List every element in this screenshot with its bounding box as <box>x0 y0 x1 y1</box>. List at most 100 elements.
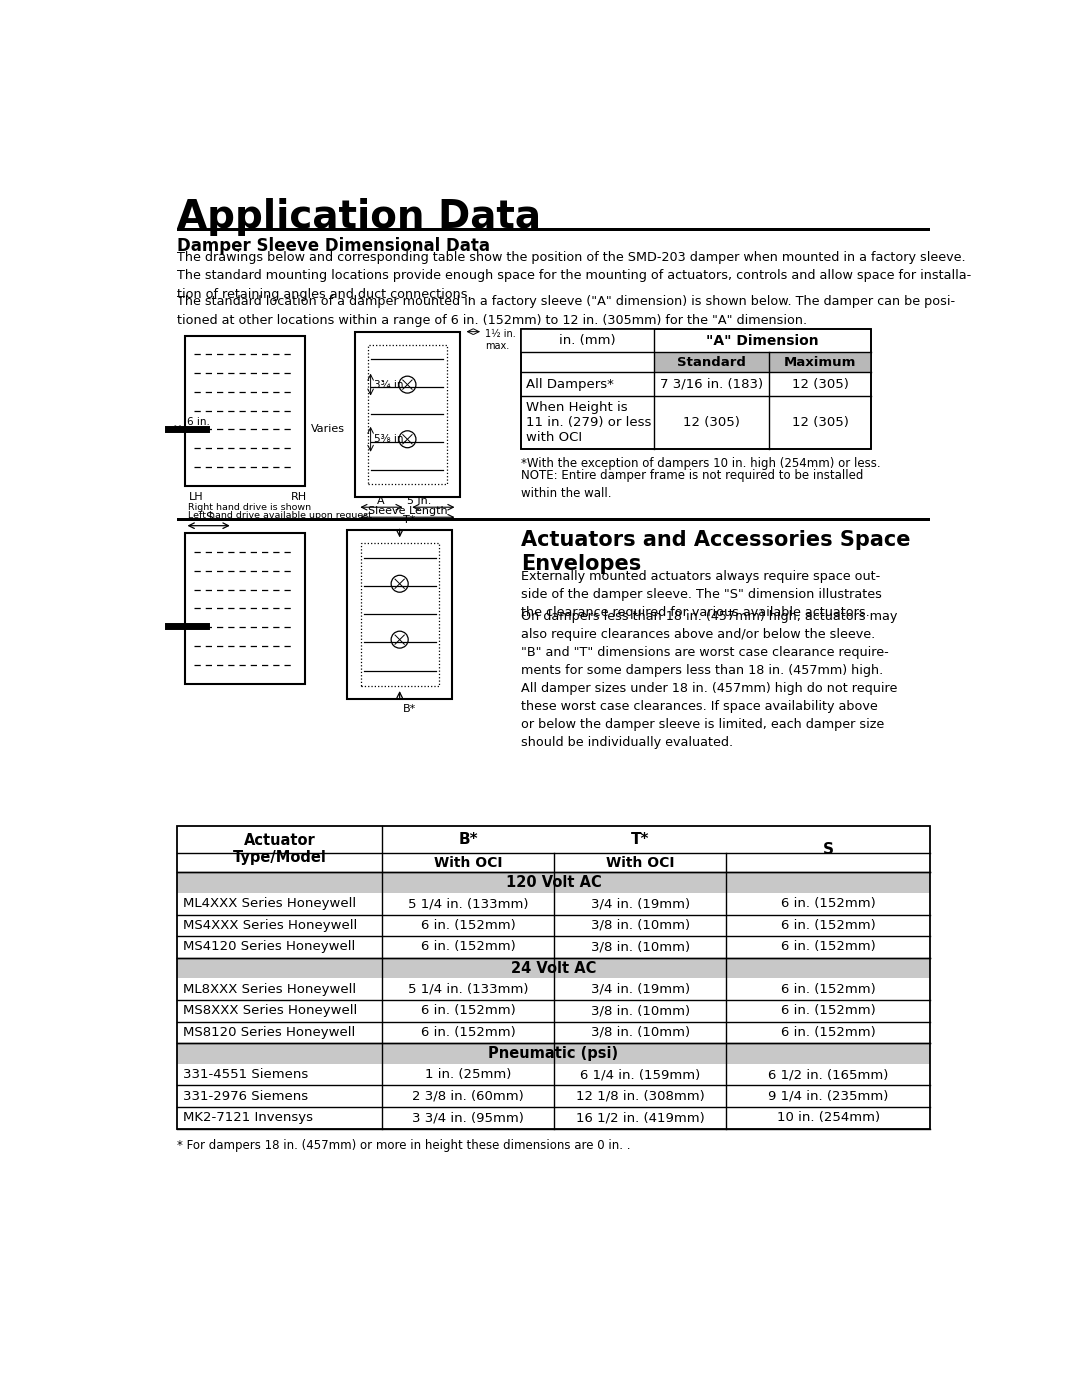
Text: 6 in. (152mm): 6 in. (152mm) <box>421 940 515 953</box>
Text: A: A <box>377 496 384 507</box>
Text: Damper Sleeve Dimensional Data: Damper Sleeve Dimensional Data <box>177 237 490 254</box>
Bar <box>654 352 872 373</box>
Text: LH: LH <box>189 492 203 502</box>
Text: With OCI: With OCI <box>434 855 502 869</box>
Text: Varies: Varies <box>311 423 345 433</box>
Text: 6 in. (152mm): 6 in. (152mm) <box>781 919 876 932</box>
Text: 120 Volt AC: 120 Volt AC <box>505 875 602 890</box>
Bar <box>177 893 930 915</box>
Text: 12 (305): 12 (305) <box>684 416 740 429</box>
Bar <box>177 1044 930 1065</box>
Text: 3/8 in. (10mm): 3/8 in. (10mm) <box>591 1004 690 1017</box>
Text: *With the exception of dampers 10 in. high (254mm) or less.: *With the exception of dampers 10 in. hi… <box>521 457 880 471</box>
Text: Actuator
Type/Model: Actuator Type/Model <box>232 833 326 865</box>
Text: ML4XXX Series Honeywell: ML4XXX Series Honeywell <box>183 897 356 911</box>
Text: Left hand drive available upon request: Left hand drive available upon request <box>189 511 373 520</box>
Circle shape <box>399 376 416 393</box>
Text: T*: T* <box>403 515 415 525</box>
Text: "A" Dimension: "A" Dimension <box>706 334 819 348</box>
Text: 16 1/2 in. (419mm): 16 1/2 in. (419mm) <box>576 1112 704 1125</box>
Text: 6 in. (152mm): 6 in. (152mm) <box>781 982 876 996</box>
Text: 10 in. (254mm): 10 in. (254mm) <box>777 1112 880 1125</box>
Text: 12 1/8 in. (308mm): 12 1/8 in. (308mm) <box>576 1090 704 1102</box>
Bar <box>177 915 930 936</box>
Bar <box>177 518 930 521</box>
Text: 6 in. (152mm): 6 in. (152mm) <box>421 1025 515 1039</box>
Bar <box>177 978 930 1000</box>
Text: T*: T* <box>631 833 649 847</box>
Text: 12 (305): 12 (305) <box>792 416 849 429</box>
Text: in. (mm): in. (mm) <box>559 334 616 348</box>
Bar <box>177 1085 930 1106</box>
Text: 1 in. (25mm): 1 in. (25mm) <box>426 1069 512 1081</box>
Bar <box>177 1065 930 1085</box>
Text: 3¾ in.: 3¾ in. <box>375 380 407 390</box>
Bar <box>177 826 930 872</box>
Bar <box>348 529 451 698</box>
Text: B*: B* <box>458 833 478 847</box>
Circle shape <box>391 576 408 592</box>
Text: 3 3/4 in. (95mm): 3 3/4 in. (95mm) <box>413 1112 524 1125</box>
Bar <box>521 330 654 352</box>
Text: 2 3/8 in. (60mm): 2 3/8 in. (60mm) <box>413 1090 524 1102</box>
Text: Maximum: Maximum <box>784 356 856 369</box>
Text: 331-4551 Siemens: 331-4551 Siemens <box>183 1069 308 1081</box>
Bar <box>177 936 930 958</box>
Bar <box>177 1106 930 1129</box>
Bar <box>177 1000 930 1021</box>
Bar <box>355 331 460 497</box>
Text: MK2-7121 Invensys: MK2-7121 Invensys <box>183 1112 313 1125</box>
Text: 9 1/4 in. (235mm): 9 1/4 in. (235mm) <box>768 1090 889 1102</box>
Text: 6 in. (152mm): 6 in. (152mm) <box>421 919 515 932</box>
Text: 3/8 in. (10mm): 3/8 in. (10mm) <box>591 919 690 932</box>
Text: S: S <box>204 511 213 524</box>
Text: 12 (305): 12 (305) <box>792 377 849 391</box>
Bar <box>177 872 930 893</box>
Text: Right hand drive is shown: Right hand drive is shown <box>189 503 312 511</box>
Text: 6 1/4 in. (159mm): 6 1/4 in. (159mm) <box>580 1069 701 1081</box>
Bar <box>521 330 872 450</box>
Text: Standard: Standard <box>677 356 746 369</box>
Text: 3/4 in. (19mm): 3/4 in. (19mm) <box>591 897 690 911</box>
Bar <box>177 1021 930 1044</box>
Text: 5⅜ in.: 5⅜ in. <box>375 434 407 444</box>
Text: ML8XXX Series Honeywell: ML8XXX Series Honeywell <box>183 982 356 996</box>
Bar <box>185 335 305 486</box>
Bar <box>177 826 930 1129</box>
Text: 5 1/4 in. (133mm): 5 1/4 in. (133mm) <box>408 982 528 996</box>
Text: 6 in. (152mm): 6 in. (152mm) <box>781 940 876 953</box>
Text: 6 1/2 in. (165mm): 6 1/2 in. (165mm) <box>768 1069 889 1081</box>
Text: The standard location of a damper mounted in a factory sleeve ("A" dimension) is: The standard location of a damper mounte… <box>177 295 955 327</box>
Bar <box>361 542 438 686</box>
Text: 24 Volt AC: 24 Volt AC <box>511 961 596 975</box>
Text: 7 3/16 in. (183): 7 3/16 in. (183) <box>660 377 764 391</box>
Text: When Height is
11 in. (279) or less
with OCI: When Height is 11 in. (279) or less with… <box>526 401 651 444</box>
Text: 3/8 in. (10mm): 3/8 in. (10mm) <box>591 940 690 953</box>
Text: MS4XXX Series Honeywell: MS4XXX Series Honeywell <box>183 919 357 932</box>
Text: On dampers less than 18 in. (457mm) high, actuators may
also require clearances : On dampers less than 18 in. (457mm) high… <box>521 609 897 749</box>
Text: Application Data: Application Data <box>177 198 541 236</box>
Circle shape <box>399 430 416 447</box>
Text: 1½ in.
max.: 1½ in. max. <box>485 330 516 351</box>
Text: MS4120 Series Honeywell: MS4120 Series Honeywell <box>183 940 355 953</box>
Text: With OCI: With OCI <box>606 855 675 869</box>
Text: 6 in. (152mm): 6 in. (152mm) <box>421 1004 515 1017</box>
Text: All Dampers*: All Dampers* <box>526 377 613 391</box>
Bar <box>368 345 446 485</box>
Text: 5 in.: 5 in. <box>407 496 431 507</box>
Text: Sleeve Length: Sleeve Length <box>367 507 447 517</box>
Text: RH: RH <box>291 492 307 502</box>
Text: 331-2976 Siemens: 331-2976 Siemens <box>183 1090 308 1102</box>
Bar <box>177 958 930 978</box>
Text: Pneumatic (psi): Pneumatic (psi) <box>488 1046 619 1062</box>
Text: The drawings below and corresponding table show the position of the SMD-203 damp: The drawings below and corresponding tab… <box>177 251 971 300</box>
Text: 6 in. (152mm): 6 in. (152mm) <box>781 1025 876 1039</box>
Bar <box>185 534 305 683</box>
Text: 3/8 in. (10mm): 3/8 in. (10mm) <box>591 1025 690 1039</box>
Text: 6 in. (152mm): 6 in. (152mm) <box>781 1004 876 1017</box>
Text: 6 in.: 6 in. <box>187 418 210 427</box>
Text: NOTE: Entire damper frame is not required to be installed
within the wall.: NOTE: Entire damper frame is not require… <box>521 469 863 500</box>
Bar <box>177 228 930 231</box>
Text: Actuators and Accessories Space
Envelopes: Actuators and Accessories Space Envelope… <box>521 529 910 574</box>
Circle shape <box>391 631 408 648</box>
